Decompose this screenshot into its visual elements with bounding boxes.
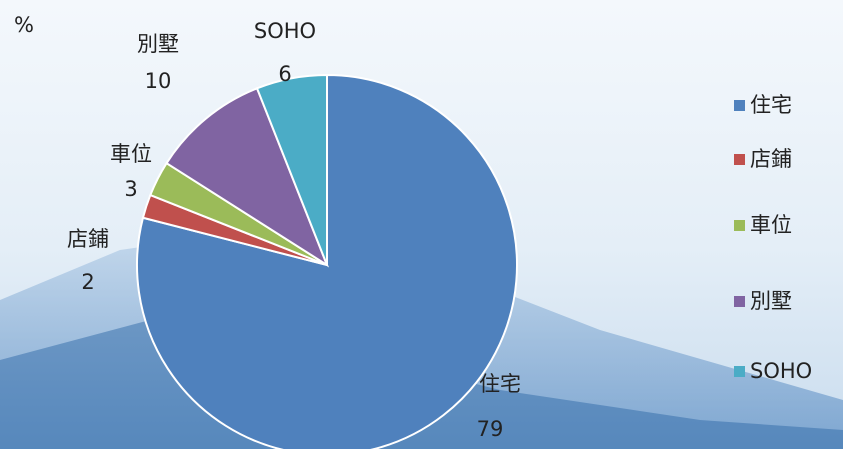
legend-label: SOHO xyxy=(750,359,812,383)
data-label-value: 6 xyxy=(278,62,291,86)
data-label-name: 住宅 xyxy=(479,372,521,396)
legend-label: 店鋪 xyxy=(750,147,792,171)
data-label-value: 10 xyxy=(145,69,172,93)
chart: % 住宅79店鋪2車位3別墅10SOHO6住宅店鋪車位別墅SOHO xyxy=(0,0,843,449)
data-label-name: SOHO xyxy=(254,19,316,43)
legend-swatch xyxy=(734,154,745,165)
data-label-value: 3 xyxy=(124,177,137,201)
page: {"chart_data": {"type": "pie", "title": … xyxy=(0,0,843,449)
data-label-name: 店鋪 xyxy=(67,227,109,251)
legend-label: 車位 xyxy=(750,213,792,237)
data-label-value: 2 xyxy=(81,270,94,294)
legend-label: 住宅 xyxy=(750,93,792,117)
legend-swatch xyxy=(734,220,745,231)
chart-title: % xyxy=(14,13,34,37)
data-label-name: 別墅 xyxy=(137,32,179,56)
legend-swatch xyxy=(734,296,745,307)
legend-label: 別墅 xyxy=(750,289,792,313)
legend-swatch xyxy=(734,366,745,377)
data-label-value: 79 xyxy=(477,417,504,441)
legend-swatch xyxy=(734,100,745,111)
data-label-name: 車位 xyxy=(110,142,152,166)
